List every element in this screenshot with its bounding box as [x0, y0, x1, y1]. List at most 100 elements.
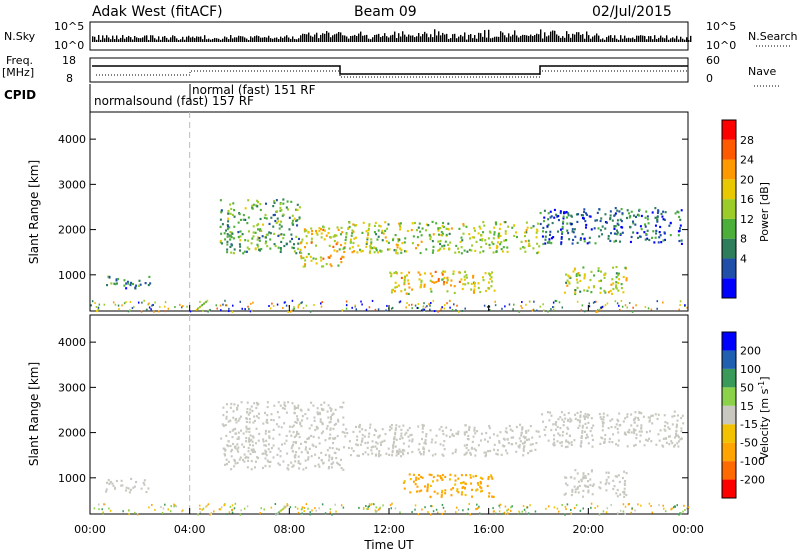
echo-cell — [229, 245, 232, 249]
nsky-bar — [662, 37, 664, 42]
echo-cell — [270, 418, 273, 422]
echo-cell — [406, 429, 409, 432]
echo-cell — [565, 476, 568, 479]
echo-cell — [451, 433, 454, 436]
echo-cell — [582, 473, 585, 476]
echo-cell — [411, 222, 414, 225]
echo-cell — [219, 304, 222, 307]
nsky-bar — [548, 35, 550, 42]
nsky-bar — [612, 37, 614, 42]
echo-cell — [472, 227, 475, 230]
time-axis-label: Time UT — [363, 538, 414, 552]
echo-cell — [272, 444, 275, 447]
echo-cell — [140, 310, 143, 313]
echo-cell — [335, 447, 338, 450]
echo-cell — [634, 509, 636, 512]
echo-cell — [460, 278, 463, 281]
nsky-bar — [348, 38, 350, 42]
echo-cell — [139, 283, 142, 286]
echo-cell — [398, 448, 401, 451]
echo-cell — [499, 243, 502, 246]
echo-cell — [677, 440, 680, 443]
echo-cell — [331, 447, 334, 450]
echo-cell — [301, 301, 303, 304]
echo-cell — [595, 310, 597, 313]
echo-cell — [445, 227, 448, 230]
echo-cell — [233, 507, 236, 510]
echo-cell — [312, 257, 315, 260]
nsky-bar — [176, 38, 178, 42]
echo-cell — [445, 434, 448, 437]
echo-cell — [452, 434, 455, 437]
echo-cell — [658, 231, 661, 234]
echo-cell — [315, 257, 318, 260]
echo-cell — [247, 427, 250, 431]
nsky-bar — [634, 38, 636, 42]
echo-cell — [656, 300, 659, 303]
echo-cell — [227, 209, 230, 213]
echo-cell — [267, 430, 270, 433]
echo-cell — [266, 245, 269, 248]
nsky-bar — [292, 36, 294, 42]
echo-region — [539, 206, 683, 246]
echo-cell — [533, 300, 535, 303]
echo-cell — [499, 431, 502, 434]
echo-cell — [519, 440, 522, 443]
freq-tick-top: 18 — [62, 54, 76, 67]
echo-cell — [645, 431, 648, 434]
nsky-bar — [650, 36, 652, 42]
echo-cell — [408, 304, 410, 307]
echo-cell — [437, 310, 439, 313]
echo-cell — [478, 512, 481, 515]
echo-cell — [431, 280, 434, 283]
echo-cell — [491, 241, 494, 244]
echo-cell — [375, 249, 378, 252]
echo-cell — [616, 231, 619, 234]
echo-cell — [243, 250, 246, 253]
echo-cell — [443, 244, 446, 247]
echo-cell — [384, 432, 387, 436]
echo-cell — [670, 508, 672, 511]
echo-cell — [678, 215, 681, 219]
echo-cell — [237, 436, 240, 439]
echo-cell — [398, 301, 401, 304]
echo-cell — [600, 233, 603, 236]
echo-cell — [522, 454, 525, 457]
echo-cell — [632, 220, 635, 223]
echo-cell — [601, 425, 604, 428]
echo-cell — [323, 238, 326, 241]
echo-cell — [579, 238, 582, 241]
nsky-bar — [610, 35, 612, 42]
echo-cell — [285, 206, 288, 209]
echo-cell — [584, 436, 587, 440]
echo-cell — [333, 239, 336, 243]
echo-cell — [298, 467, 301, 470]
echo-cell — [248, 427, 251, 430]
echo-cell — [531, 309, 534, 312]
echo-cell — [566, 216, 569, 219]
x-tick-label: 20:00 — [572, 523, 604, 536]
nsky-bar — [360, 31, 362, 42]
echo-cell — [623, 431, 626, 434]
echo-cell — [546, 225, 549, 228]
echo-cell — [274, 219, 277, 223]
echo-cell — [496, 453, 499, 456]
echo-cell — [559, 228, 562, 231]
echo-cell — [628, 216, 631, 219]
echo-cell — [584, 422, 587, 426]
echo-cell — [334, 408, 337, 411]
echo-cell — [607, 427, 610, 430]
echo-cell — [233, 248, 236, 251]
nsky-bar — [164, 36, 166, 42]
echo-cell — [564, 476, 567, 479]
echo-cell — [248, 443, 251, 446]
echo-cell — [407, 282, 410, 285]
echo-cell — [656, 307, 658, 310]
echo-cell — [374, 221, 377, 225]
colorbar-segment — [722, 479, 736, 498]
echo-cell — [265, 217, 268, 220]
echo-cell — [600, 418, 603, 421]
nsearch-tick-bottom: 10^0 — [706, 39, 736, 52]
echo-cell — [258, 237, 261, 240]
echo-cell — [94, 302, 96, 305]
